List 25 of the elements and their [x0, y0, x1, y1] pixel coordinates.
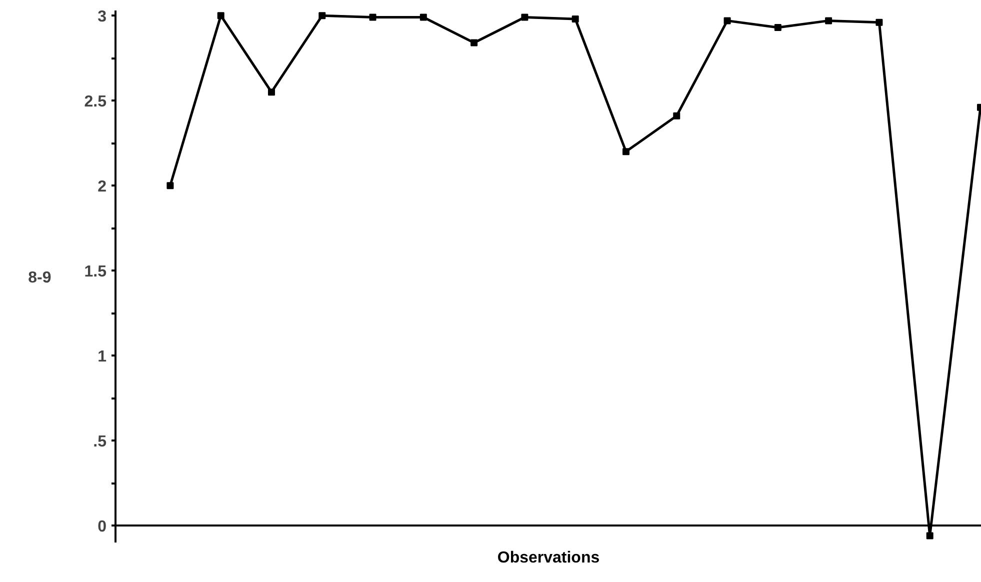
y-tick-label: 2	[98, 178, 107, 196]
point	[268, 88, 275, 96]
x-axis-title: Observations	[497, 550, 600, 566]
point	[521, 14, 528, 21]
point	[825, 17, 832, 24]
point	[724, 17, 731, 24]
y-tick-label: 3	[98, 8, 107, 26]
y-tick-label: .5	[93, 434, 107, 451]
point	[876, 18, 883, 26]
y-tick-label: 1	[98, 348, 107, 366]
point	[926, 532, 934, 540]
point	[420, 14, 427, 21]
point	[774, 24, 782, 31]
y-tick-label: 2.5	[84, 94, 107, 111]
y-axis-title: 8-9	[28, 270, 52, 286]
point	[622, 148, 630, 156]
y-tick-label: 1.5	[84, 264, 107, 281]
point	[470, 39, 478, 46]
point	[673, 112, 680, 120]
y-tick-label: 0	[98, 518, 107, 536]
point	[217, 12, 224, 20]
point	[166, 182, 174, 190]
point	[369, 14, 376, 21]
point	[572, 16, 579, 22]
point	[318, 12, 326, 20]
